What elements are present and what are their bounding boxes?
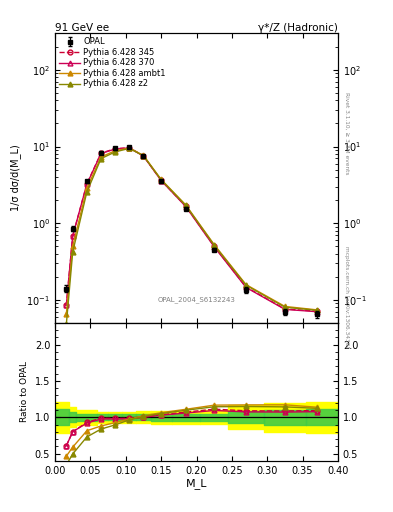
- Pythia 6.428 345: [184, 203, 188, 209]
- Line: Pythia 6.428 ambt1: Pythia 6.428 ambt1: [64, 145, 319, 316]
- Pythia 6.428 ambt1: [70, 243, 75, 249]
- Pythia 6.428 370: [184, 204, 188, 210]
- Pythia 6.428 370: [113, 146, 118, 152]
- Pythia 6.428 345: [314, 308, 319, 314]
- Pythia 6.428 370: [70, 233, 75, 239]
- Pythia 6.428 345: [212, 243, 217, 249]
- Pythia 6.428 370: [84, 181, 89, 187]
- Pythia 6.428 z2: [159, 177, 163, 183]
- Pythia 6.428 370: [212, 244, 217, 250]
- Line: Pythia 6.428 z2: Pythia 6.428 z2: [64, 146, 319, 327]
- Pythia 6.428 345: [244, 284, 248, 290]
- Pythia 6.428 ambt1: [184, 202, 188, 208]
- Pythia 6.428 ambt1: [283, 303, 287, 309]
- Pythia 6.428 370: [64, 302, 69, 308]
- Pythia 6.428 345: [64, 302, 69, 308]
- Pythia 6.428 ambt1: [64, 311, 69, 317]
- Pythia 6.428 370: [99, 151, 103, 157]
- Pythia 6.428 z2: [184, 202, 188, 208]
- Pythia 6.428 345: [99, 150, 103, 156]
- Pythia 6.428 370: [141, 153, 146, 159]
- Pythia 6.428 345: [159, 177, 163, 183]
- Pythia 6.428 z2: [84, 189, 89, 195]
- Pythia 6.428 ambt1: [159, 176, 163, 182]
- Pythia 6.428 345: [127, 144, 132, 151]
- Legend: OPAL, Pythia 6.428 345, Pythia 6.428 370, Pythia 6.428 ambt1, Pythia 6.428 z2: OPAL, Pythia 6.428 345, Pythia 6.428 370…: [57, 36, 167, 90]
- Pythia 6.428 370: [244, 284, 248, 290]
- Pythia 6.428 345: [141, 153, 146, 159]
- Pythia 6.428 345: [70, 233, 75, 239]
- Text: OPAL_2004_S6132243: OPAL_2004_S6132243: [158, 296, 235, 303]
- Pythia 6.428 z2: [244, 282, 248, 288]
- Pythia 6.428 z2: [127, 145, 132, 152]
- Pythia 6.428 z2: [113, 149, 118, 155]
- Pythia 6.428 z2: [283, 304, 287, 310]
- Line: Pythia 6.428 345: Pythia 6.428 345: [64, 145, 319, 314]
- Pythia 6.428 z2: [99, 156, 103, 162]
- Pythia 6.428 z2: [141, 153, 146, 159]
- Text: 91 GeV ee: 91 GeV ee: [55, 23, 109, 32]
- Pythia 6.428 z2: [70, 249, 75, 255]
- Text: Rivet 3.1.10, ≥ 3.3M events: Rivet 3.1.10, ≥ 3.3M events: [344, 92, 349, 175]
- Pythia 6.428 ambt1: [212, 242, 217, 248]
- Pythia 6.428 370: [283, 306, 287, 312]
- Y-axis label: 1/σ dσ/d(M_L): 1/σ dσ/d(M_L): [10, 145, 21, 211]
- Pythia 6.428 ambt1: [141, 153, 146, 159]
- Pythia 6.428 370: [127, 145, 132, 151]
- Pythia 6.428 370: [314, 309, 319, 315]
- Pythia 6.428 345: [113, 146, 118, 152]
- Pythia 6.428 345: [283, 306, 287, 312]
- Pythia 6.428 ambt1: [84, 185, 89, 191]
- Pythia 6.428 z2: [64, 321, 69, 327]
- Pythia 6.428 345: [84, 181, 89, 187]
- Pythia 6.428 ambt1: [99, 154, 103, 160]
- X-axis label: M_L: M_L: [186, 478, 207, 489]
- Text: mcplots.cern.ch [arXiv:1306.3436]: mcplots.cern.ch [arXiv:1306.3436]: [344, 246, 349, 348]
- Y-axis label: Ratio to OPAL: Ratio to OPAL: [20, 361, 29, 422]
- Pythia 6.428 ambt1: [113, 147, 118, 154]
- Line: Pythia 6.428 370: Pythia 6.428 370: [64, 145, 319, 314]
- Text: γ*/Z (Hadronic): γ*/Z (Hadronic): [258, 23, 338, 32]
- Pythia 6.428 ambt1: [314, 307, 319, 313]
- Pythia 6.428 z2: [212, 242, 217, 248]
- Pythia 6.428 ambt1: [244, 282, 248, 288]
- Pythia 6.428 ambt1: [127, 145, 132, 151]
- Pythia 6.428 370: [159, 178, 163, 184]
- Pythia 6.428 z2: [314, 307, 319, 313]
